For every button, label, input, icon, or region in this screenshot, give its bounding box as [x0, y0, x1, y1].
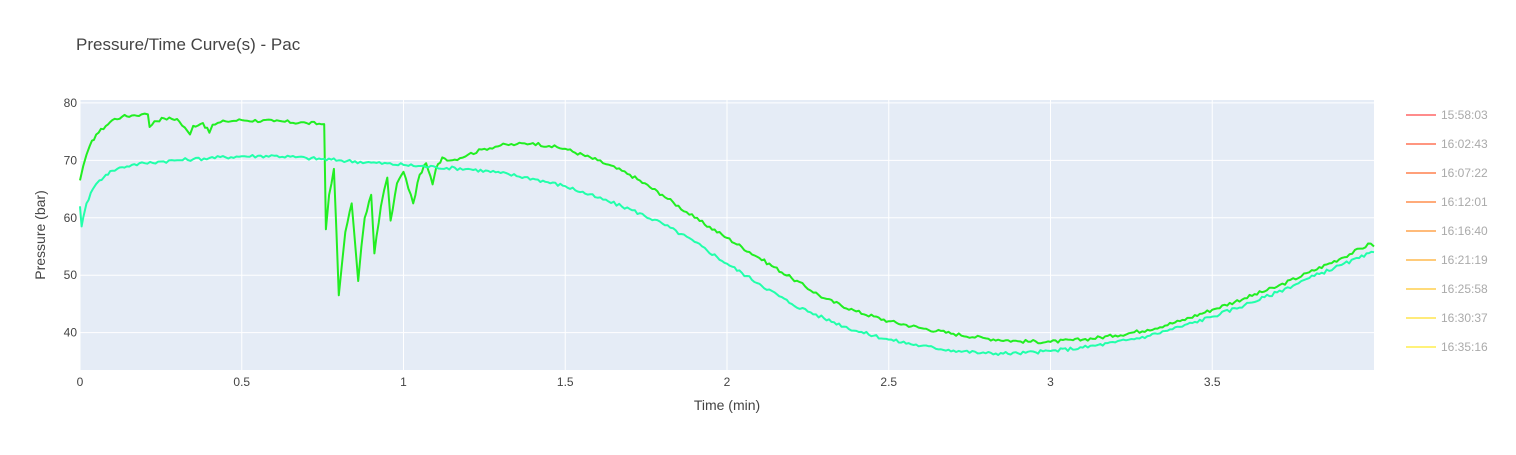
legend-item-label[interactable]: 16:30:37 [1441, 311, 1488, 325]
legend-item-label[interactable]: 16:12:01 [1441, 195, 1488, 209]
legend-item-label[interactable]: 16:02:43 [1441, 137, 1488, 151]
y-axis-title: Pressure (bar) [32, 190, 48, 279]
legend-item-label[interactable]: 16:35:16 [1441, 340, 1488, 354]
legend-item-label[interactable]: 16:21:19 [1441, 253, 1488, 267]
x-axis-title: Time (min) [694, 397, 760, 413]
x-tick-label: 1.5 [557, 375, 574, 389]
y-tick-label: 40 [64, 326, 78, 340]
series-line [79, 112, 1375, 345]
y-tick-labels: 40 50 60 70 80 [64, 96, 78, 340]
x-tick-label: 3 [1047, 375, 1054, 389]
legend-item-label[interactable]: 16:16:40 [1441, 224, 1488, 238]
x-tick-label: 3.5 [1204, 375, 1221, 389]
y-tick-label: 60 [64, 211, 78, 225]
x-tick-label: 0.5 [233, 375, 250, 389]
x-tick-labels: 0 0.5 1 1.5 2 2.5 3 3.5 [77, 375, 1221, 389]
x-tick-label: 2 [724, 375, 731, 389]
x-tick-label: 1 [400, 375, 407, 389]
y-tick-label: 80 [64, 96, 78, 110]
x-tick-label: 2.5 [880, 375, 897, 389]
legend: 15:58:03 16:02:43 16:07:22 16:12:01 16:16:40… [1406, 108, 1488, 354]
chart-title: Pressure/Time Curve(s) - Pac [76, 35, 301, 54]
y-tick-label: 50 [64, 268, 78, 282]
legend-item-label[interactable]: 15:58:03 [1441, 108, 1488, 122]
legend-item-label[interactable]: 16:07:22 [1441, 166, 1488, 180]
series-line [79, 154, 1375, 356]
x-gridlines [79, 100, 1213, 370]
legend-item-label[interactable]: 16:25:58 [1441, 282, 1488, 296]
x-tick-label: 0 [77, 375, 84, 389]
series-lines [79, 112, 1375, 356]
y-tick-label: 70 [64, 153, 78, 167]
